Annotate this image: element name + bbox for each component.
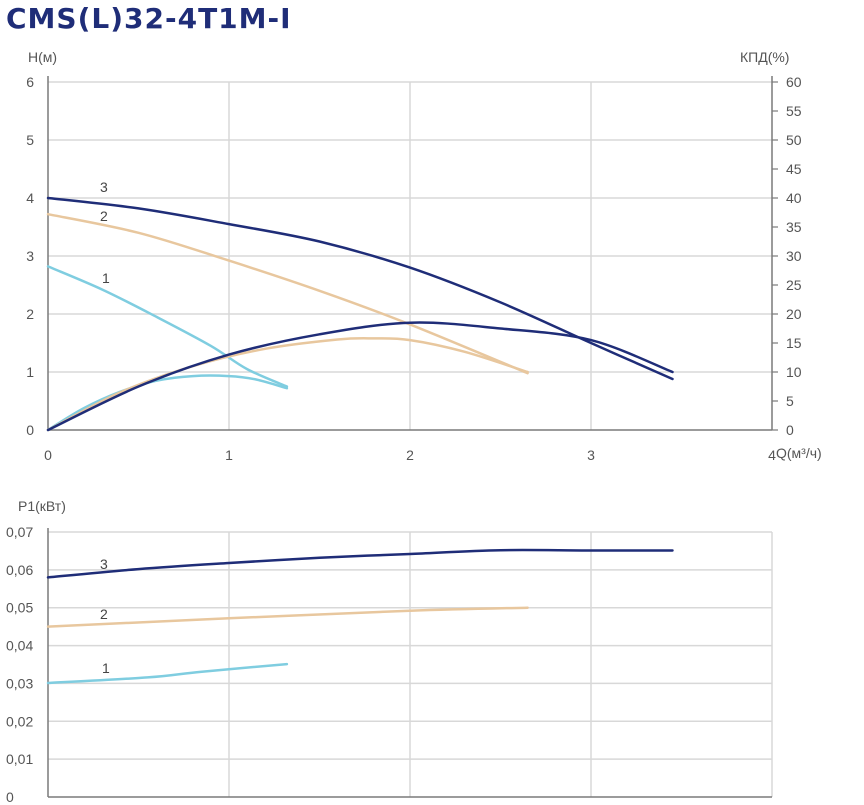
p1-y-tick-label: 0 [6,789,14,805]
head-curve-1 [46,265,289,388]
p1-curve-label-3: 3 [100,556,108,572]
p1-y-axis-label: P1(кВт) [18,498,66,514]
x-tick-label: 0 [44,447,52,463]
y2-tick-label: 15 [786,335,802,351]
y2-tick-label: 25 [786,277,802,293]
x-tick-label: 1 [225,447,233,463]
p1-curve-label-1: 1 [102,660,110,676]
power-curve-3 [46,548,674,579]
p1-y-tick-label: 0,06 [6,562,33,578]
power-curve-2 [46,606,529,628]
y-tick-label: 3 [26,248,34,264]
p1-y-tick-label: 0,05 [6,600,33,616]
y2-tick-label: 55 [786,103,802,119]
y-tick-label: 4 [26,190,34,206]
y2-tick-label: 60 [786,74,802,90]
p1-y-tick-label: 0,07 [6,524,33,540]
y2-tick-label: 45 [786,161,802,177]
y2-tick-label: 20 [786,306,802,322]
y2-tick-label: 10 [786,364,802,380]
p1-y-tick-label: 0,04 [6,638,33,654]
curve-label-1: 1 [102,270,110,286]
y2-tick-label: 40 [786,190,802,206]
efficiency-curve-3 [46,321,674,432]
efficiency-curve-2 [46,337,529,432]
y2-tick-label: 35 [786,219,802,235]
chart-title: CMS(L)32-4T1M-I [6,2,292,35]
curve-label-2: 2 [100,208,108,224]
x-axis-label: Q(м³/ч) [776,445,822,461]
y-tick-label: 1 [26,364,34,380]
power-curve-1 [46,662,289,685]
y2-tick-label: 50 [786,132,802,148]
y-tick-label: 6 [26,74,34,90]
y2-tick-label: 0 [786,422,794,438]
y-tick-label: 5 [26,132,34,148]
y-tick-label: 0 [26,422,34,438]
x-tick-label: 4 [768,447,776,463]
x-tick-label: 3 [587,447,595,463]
y-tick-label: 2 [26,306,34,322]
y2-axis-label: КПД(%) [740,49,789,65]
efficiency-curve-1 [46,374,289,432]
y2-tick-label: 5 [786,393,794,409]
head-curve-3 [46,196,674,381]
y-axis-label: H(м) [28,49,57,65]
p1-y-tick-label: 0,02 [6,713,33,729]
p1-y-tick-label: 0,03 [6,675,33,691]
p1-curve-label-2: 2 [100,606,108,622]
y2-tick-label: 30 [786,248,802,264]
x-tick-label: 2 [406,447,414,463]
curve-label-3: 3 [100,179,108,195]
head-curve-2 [46,212,529,375]
p1-y-tick-label: 0,01 [6,751,33,767]
